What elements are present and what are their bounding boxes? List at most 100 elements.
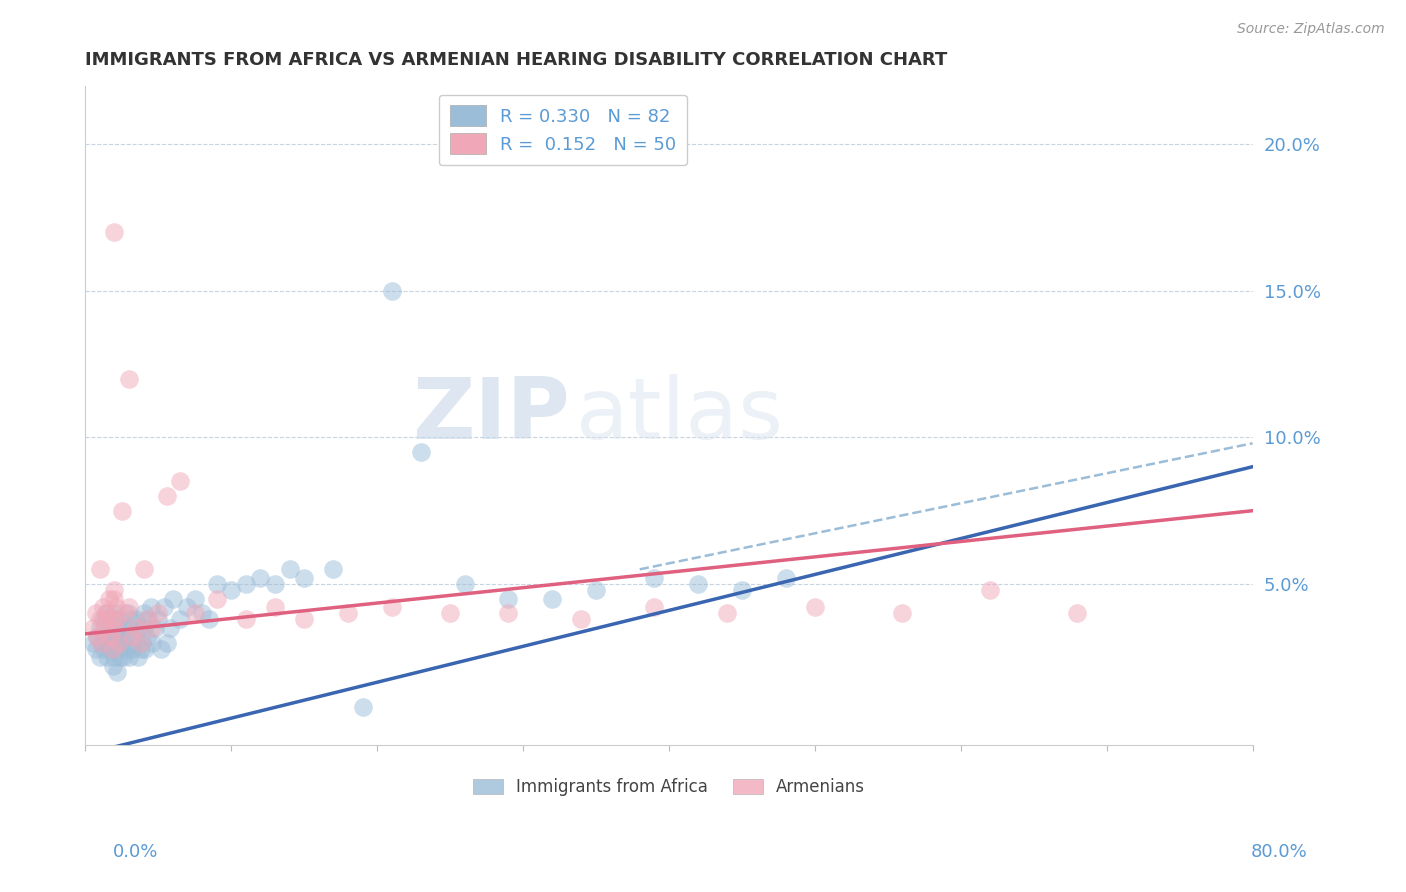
- Point: [103, 582, 125, 597]
- Point: [409, 445, 432, 459]
- Point: [118, 621, 141, 635]
- Point: [150, 641, 173, 656]
- Point: [118, 372, 141, 386]
- Text: atlas: atlas: [575, 374, 783, 457]
- Point: [89, 562, 111, 576]
- Point: [112, 650, 135, 665]
- Point: [541, 591, 564, 606]
- Point: [292, 612, 315, 626]
- Point: [143, 621, 166, 635]
- Point: [156, 489, 179, 503]
- Point: [105, 665, 128, 679]
- Text: Source: ZipAtlas.com: Source: ZipAtlas.com: [1237, 22, 1385, 37]
- Point: [184, 591, 207, 606]
- Point: [176, 600, 198, 615]
- Point: [205, 591, 228, 606]
- Point: [169, 612, 191, 626]
- Point: [89, 621, 111, 635]
- Point: [205, 577, 228, 591]
- Point: [108, 635, 131, 649]
- Point: [94, 612, 117, 626]
- Point: [91, 612, 114, 626]
- Point: [124, 630, 146, 644]
- Point: [585, 582, 607, 597]
- Point: [121, 635, 143, 649]
- Point: [235, 577, 257, 591]
- Point: [98, 630, 121, 644]
- Point: [103, 225, 125, 239]
- Point: [125, 621, 148, 635]
- Point: [97, 591, 120, 606]
- Point: [336, 607, 359, 621]
- Point: [89, 612, 111, 626]
- Point: [219, 582, 242, 597]
- Point: [117, 607, 139, 621]
- Point: [134, 641, 156, 656]
- Point: [498, 591, 520, 606]
- Point: [891, 607, 914, 621]
- Point: [82, 621, 104, 635]
- Point: [110, 650, 132, 665]
- Point: [101, 641, 124, 656]
- Point: [292, 571, 315, 585]
- Text: IMMIGRANTS FROM AFRICA VS ARMENIAN HEARING DISABILITY CORRELATION CHART: IMMIGRANTS FROM AFRICA VS ARMENIAN HEARI…: [86, 51, 948, 69]
- Point: [775, 571, 797, 585]
- Legend: Immigrants from Africa, Armenians: Immigrants from Africa, Armenians: [465, 772, 872, 803]
- Point: [716, 607, 738, 621]
- Point: [118, 600, 141, 615]
- Point: [153, 600, 176, 615]
- Point: [191, 607, 214, 621]
- Point: [571, 612, 593, 626]
- Point: [114, 630, 136, 644]
- Point: [688, 577, 710, 591]
- Point: [322, 562, 344, 576]
- Point: [381, 600, 404, 615]
- Point: [86, 630, 108, 644]
- Point: [159, 621, 181, 635]
- Point: [264, 600, 287, 615]
- Point: [97, 621, 120, 635]
- Point: [141, 635, 163, 649]
- Point: [148, 607, 170, 621]
- Point: [804, 600, 827, 615]
- Point: [131, 635, 153, 649]
- Point: [105, 621, 128, 635]
- Point: [731, 582, 754, 597]
- Point: [96, 635, 118, 649]
- Point: [104, 600, 127, 615]
- Point: [135, 630, 157, 644]
- Point: [103, 621, 125, 635]
- Point: [115, 641, 138, 656]
- Point: [90, 635, 112, 649]
- Point: [101, 612, 124, 626]
- Point: [84, 607, 107, 621]
- Point: [96, 650, 118, 665]
- Point: [249, 571, 271, 585]
- Point: [122, 641, 145, 656]
- Point: [162, 591, 184, 606]
- Point: [104, 627, 127, 641]
- Point: [278, 562, 301, 576]
- Point: [235, 612, 257, 626]
- Point: [93, 621, 115, 635]
- Point: [94, 607, 117, 621]
- Point: [108, 612, 131, 626]
- Point: [82, 635, 104, 649]
- Point: [108, 635, 131, 649]
- Point: [103, 650, 125, 665]
- Point: [148, 612, 170, 626]
- Point: [103, 591, 125, 606]
- Point: [184, 607, 207, 621]
- Point: [103, 607, 125, 621]
- Point: [96, 607, 118, 621]
- Point: [129, 641, 152, 656]
- Point: [111, 504, 134, 518]
- Point: [169, 475, 191, 489]
- Point: [86, 630, 108, 644]
- Point: [111, 635, 134, 649]
- Point: [103, 635, 125, 649]
- Point: [1066, 607, 1088, 621]
- Point: [498, 607, 520, 621]
- Point: [98, 641, 121, 656]
- Point: [439, 607, 461, 621]
